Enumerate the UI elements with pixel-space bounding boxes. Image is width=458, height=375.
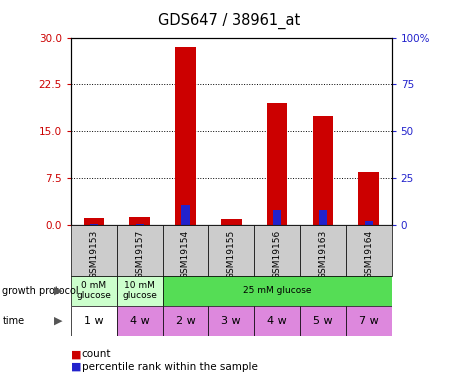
Bar: [365, 221, 373, 225]
Bar: [346, 225, 392, 276]
Text: ▶: ▶: [55, 316, 63, 326]
Text: GSM19155: GSM19155: [227, 230, 236, 279]
Text: 3 w: 3 w: [222, 316, 241, 326]
Text: 4 w: 4 w: [130, 316, 150, 326]
Bar: [129, 217, 150, 225]
Text: 10 mM
glucose: 10 mM glucose: [122, 281, 157, 300]
Bar: [273, 210, 281, 225]
Text: GSM19154: GSM19154: [181, 230, 190, 279]
Bar: [312, 116, 333, 225]
Bar: [163, 306, 208, 336]
Text: 1 w: 1 w: [84, 316, 104, 326]
Bar: [319, 210, 327, 225]
Bar: [300, 306, 346, 336]
Bar: [208, 306, 254, 336]
Text: 0 mM
glucose: 0 mM glucose: [76, 281, 111, 300]
Bar: [71, 276, 117, 306]
Text: ■: ■: [71, 350, 82, 359]
Text: GDS647 / 38961_at: GDS647 / 38961_at: [158, 13, 300, 29]
Bar: [83, 217, 104, 225]
Text: GSM19153: GSM19153: [89, 230, 98, 279]
Bar: [181, 206, 190, 225]
Bar: [300, 225, 346, 276]
Bar: [117, 276, 163, 306]
Text: growth protocol: growth protocol: [2, 286, 79, 296]
Bar: [117, 306, 163, 336]
Bar: [267, 103, 287, 225]
Bar: [71, 306, 117, 336]
Text: 5 w: 5 w: [313, 316, 333, 326]
Bar: [90, 224, 98, 225]
Text: 2 w: 2 w: [175, 316, 196, 326]
Bar: [175, 47, 196, 225]
Bar: [136, 224, 144, 225]
Text: GSM19157: GSM19157: [135, 230, 144, 279]
Bar: [163, 276, 392, 306]
Text: GSM19156: GSM19156: [273, 230, 282, 279]
Text: 4 w: 4 w: [267, 316, 287, 326]
Bar: [117, 225, 163, 276]
Bar: [163, 225, 208, 276]
Bar: [254, 225, 300, 276]
Text: count: count: [82, 350, 111, 359]
Text: ■: ■: [71, 362, 82, 372]
Text: ▶: ▶: [55, 286, 63, 296]
Bar: [221, 219, 241, 225]
Text: GSM19163: GSM19163: [318, 230, 327, 279]
Text: percentile rank within the sample: percentile rank within the sample: [82, 362, 257, 372]
Text: 25 mM glucose: 25 mM glucose: [243, 286, 311, 295]
Bar: [358, 172, 379, 225]
Bar: [208, 225, 254, 276]
Bar: [71, 225, 117, 276]
Text: time: time: [2, 316, 24, 326]
Text: 7 w: 7 w: [359, 316, 379, 326]
Bar: [254, 306, 300, 336]
Text: GSM19164: GSM19164: [364, 230, 373, 279]
Bar: [346, 306, 392, 336]
